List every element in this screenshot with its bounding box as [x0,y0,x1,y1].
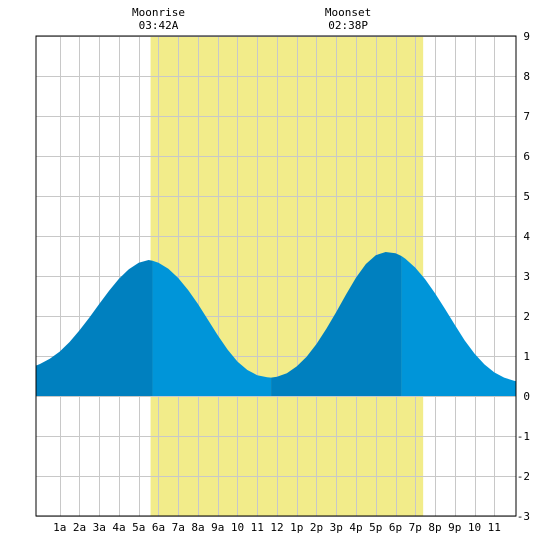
y-tick-label: 5 [523,190,530,203]
x-tick-label: 3a [93,521,106,534]
x-tick-label: 10 [231,521,244,534]
y-tick-label: 0 [523,390,530,403]
x-tick-label: 7a [172,521,185,534]
tide-area-falling [401,256,516,396]
x-tick-label: 2a [73,521,86,534]
x-tick-label: 4a [112,521,125,534]
y-tick-label: -3 [517,510,530,523]
x-tick-label: 8a [191,521,204,534]
tide-area-rising [36,260,153,396]
x-axis: 1a 2a 3a 4a 5a 6a 7a 8a 9a 10 11 12 1p 2p 3p 4p 5p 6p 7p 8p… [53,521,501,534]
x-tick-label: 1p [290,521,303,534]
tide-layer [36,252,516,396]
x-tick-label: 1a [53,521,66,534]
annotation-time: 02:38P [328,19,368,32]
x-tick-label: 7p [409,521,422,534]
x-tick-label: 10 [468,521,481,534]
x-tick-label: 11 [488,521,501,534]
x-tick-label: 5a [132,521,145,534]
y-tick-label: 9 [523,30,530,43]
annotation-label: Moonrise [132,6,185,19]
tide-area-rising [271,252,402,396]
annotation-label: Moonset [325,6,371,19]
x-tick-label: 4p [349,521,362,534]
tide-area-falling [152,260,272,396]
x-tick-label: 5p [369,521,382,534]
y-tick-label: 7 [523,110,530,123]
x-tick-label: 12 [270,521,283,534]
y-tick-label: -1 [517,430,530,443]
y-tick-label: 4 [523,230,530,243]
x-tick-label: 9p [448,521,461,534]
y-tick-label: 8 [523,70,530,83]
x-tick-label: 9a [211,521,224,534]
y-tick-label: -2 [517,470,530,483]
plot-frame [35,35,517,517]
x-tick-label: 6p [389,521,402,534]
y-tick-label: 2 [523,310,530,323]
y-axis: -3 -2 -1 0 1 2 3 4 5 6 7 8 9 [517,30,531,523]
x-tick-label: 3p [330,521,343,534]
x-tick-label: 11 [251,521,264,534]
x-tick-label: 8p [428,521,441,534]
y-tick-label: 1 [523,350,530,363]
x-tick-label: 2p [310,521,323,534]
annotation-time: 03:42A [139,19,179,32]
y-tick-label: 6 [523,150,530,163]
y-tick-label: 3 [523,270,530,283]
x-tick-label: 6a [152,521,165,534]
